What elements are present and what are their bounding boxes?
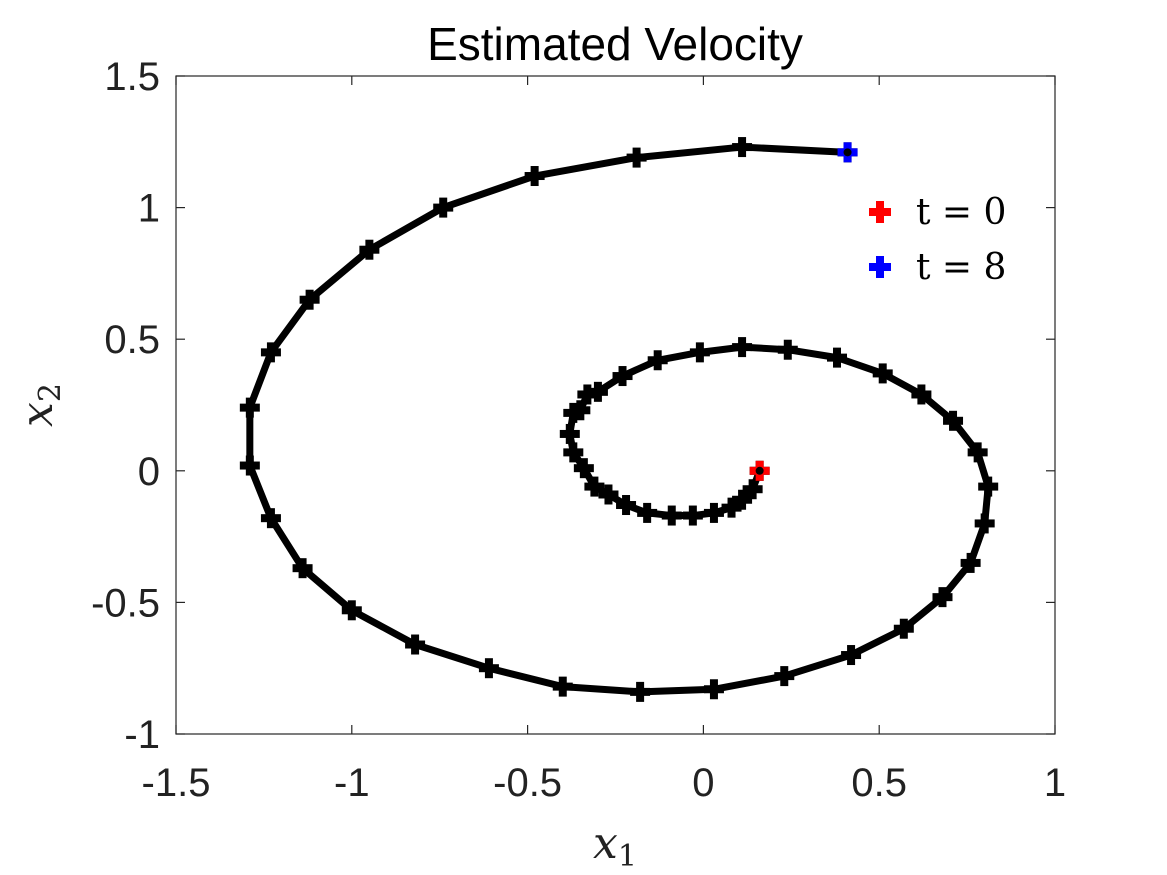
data-point [626, 147, 647, 168]
y-tick-label: 0 [138, 450, 160, 494]
legend: t = 0 t = 8 [869, 192, 1006, 288]
y-tick-label: -1 [124, 713, 160, 757]
x-axis-label: x1 [593, 818, 637, 874]
data-point [943, 410, 964, 431]
data-point [552, 676, 573, 697]
data-point [577, 384, 598, 405]
start-point-dot [755, 466, 764, 475]
data-point [524, 166, 545, 187]
data-point [637, 502, 658, 523]
data-point [703, 679, 724, 700]
plot-area [239, 137, 999, 702]
legend-label-start: t = 0 [916, 192, 1006, 233]
data-point [732, 137, 753, 158]
data-point [978, 476, 999, 497]
data-point [573, 458, 594, 479]
legend-label-end: t = 8 [916, 247, 1006, 288]
data-point [239, 397, 260, 418]
data-point [433, 197, 454, 218]
data-point [777, 339, 798, 360]
data-point [689, 342, 710, 363]
end-point-dot [843, 148, 852, 157]
data-point [682, 505, 703, 526]
data-point [559, 423, 580, 444]
axes-box [175, 75, 1056, 735]
data-point [299, 289, 320, 310]
x-tick-label: -0.5 [493, 761, 562, 805]
y-tick-label: 0.5 [104, 318, 160, 362]
x-tick-label: 0 [692, 761, 714, 805]
data-point [827, 347, 848, 368]
data-point [405, 634, 426, 655]
data-point [974, 513, 995, 534]
data-point [612, 366, 633, 387]
data-point [630, 681, 651, 702]
data-point [774, 666, 795, 687]
data-point [841, 645, 862, 666]
data-point [478, 658, 499, 679]
data-point [598, 484, 619, 505]
data-point [932, 587, 953, 608]
legend-marker-start [869, 201, 891, 223]
y-tick-label: 1 [138, 187, 160, 231]
data-point [960, 552, 981, 573]
data-point [742, 479, 763, 500]
data-point [359, 239, 380, 260]
x-tick-label: 0.5 [851, 761, 907, 805]
data-point [563, 442, 584, 463]
chart-title: Estimated Velocity [427, 18, 803, 70]
data-point [721, 497, 742, 518]
data-point [647, 350, 668, 371]
data-point [616, 495, 637, 516]
x-tick-label: -1 [334, 761, 370, 805]
data-point [872, 363, 893, 384]
x-tick-label: 1 [1044, 761, 1066, 805]
data-point [703, 502, 724, 523]
y-tick-label: 1.5 [104, 55, 160, 99]
data-point [893, 618, 914, 639]
data-point [732, 337, 753, 358]
y-axis-label: x2 [12, 383, 68, 427]
data-point [911, 384, 932, 405]
data-point [584, 476, 605, 497]
data-point [260, 342, 281, 363]
data-point [732, 489, 753, 510]
data-point [967, 442, 988, 463]
data-point [239, 455, 260, 476]
x-tick-label: -1.5 [142, 761, 211, 805]
data-point [570, 400, 591, 421]
data-point [292, 558, 313, 579]
legend-marker-end [869, 256, 891, 278]
y-tick-label: -0.5 [91, 581, 160, 625]
data-point [587, 381, 608, 402]
ticks: -1.5 -1 -0.5 0 0.5 1-1-0.500.511.5 [91, 55, 1066, 805]
data-point [260, 508, 281, 529]
data-point [661, 505, 682, 526]
data-point [341, 600, 362, 621]
